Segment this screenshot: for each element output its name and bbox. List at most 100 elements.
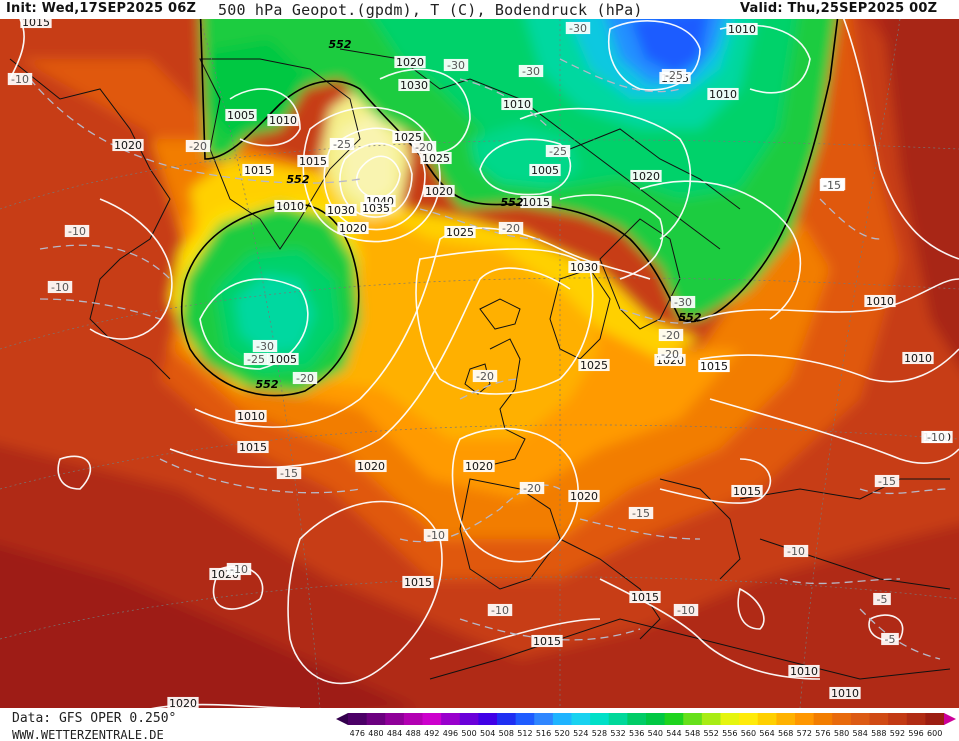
isobar-label: 1015: [698, 359, 730, 373]
colorbar-swatch: [534, 713, 554, 725]
svg-text:1010: 1010: [904, 352, 932, 365]
isotherm-label: -25: [329, 137, 355, 151]
isobar-label: 1015: [629, 590, 661, 604]
data-source: Data: GFS OPER 0.250°: [12, 711, 177, 726]
colorbar-tick-label: 568: [778, 729, 794, 738]
svg-text:1010: 1010: [269, 114, 297, 127]
svg-text:1015: 1015: [299, 155, 327, 168]
colorbar-swatch: [385, 713, 405, 725]
colorbar-swatch: [664, 713, 684, 725]
svg-text:1030: 1030: [400, 79, 428, 92]
isotherm-label: -30: [443, 58, 469, 72]
svg-text:-10: -10: [427, 529, 445, 542]
isotherm-label: -10: [226, 562, 252, 576]
pressure-label-layer: 1015101010051010102010151020103010251025…: [20, 19, 953, 708]
isobar-label: 1015: [20, 19, 52, 29]
svg-text:-20: -20: [296, 372, 314, 385]
colorbar-swatch: [888, 713, 908, 725]
colorbar-swatch: [720, 713, 740, 725]
isobar-label: 1005: [225, 108, 257, 122]
svg-text:1015: 1015: [631, 591, 659, 604]
isotherm-label: -10: [7, 72, 33, 86]
colorbar-arrow-left: [336, 713, 348, 725]
temperature-label-layer: -10-20 -25-30-25-30 -30 -25-20-10-10-30-25-…: [7, 21, 949, 646]
isobar-label: 1015: [242, 163, 274, 177]
svg-text:1030: 1030: [570, 261, 598, 274]
isobar-label: 1030: [398, 78, 430, 92]
svg-text:-25: -25: [549, 145, 567, 158]
isobar-label: 1020: [337, 221, 369, 235]
isotherm-label: -20: [411, 140, 437, 154]
svg-text:1015: 1015: [244, 164, 272, 177]
isobar-label: 1020: [167, 696, 199, 708]
isobar-label: 1015: [237, 440, 269, 454]
colorbar-arrow-right: [944, 713, 956, 725]
colorbar-tick-label: 532: [610, 729, 626, 738]
colorbar-tick-label: 524: [573, 729, 589, 738]
colorbar-swatch: [571, 713, 591, 725]
isotherm-label: -10: [64, 224, 90, 238]
svg-text:1020: 1020: [396, 56, 424, 69]
isobar-label: 1005: [529, 163, 561, 177]
geopotential-shading: [0, 19, 959, 708]
colorbar-tick-label: 528: [591, 729, 608, 738]
isobar-label: 1025: [578, 358, 610, 372]
colorbar-tick-label: 508: [498, 729, 514, 738]
svg-text:552: 552: [329, 38, 352, 51]
colorbar-swatch: [403, 713, 423, 725]
svg-text:1015: 1015: [733, 485, 761, 498]
svg-text:-20: -20: [502, 222, 520, 235]
svg-text:-10: -10: [787, 545, 805, 558]
colorbar-swatch: [366, 713, 386, 725]
svg-text:-30: -30: [569, 22, 587, 35]
colorbar-labels: 476 480 484 488 492 496 500 504 508 512 516 520 524 5…: [336, 729, 956, 741]
svg-text:-5: -5: [885, 633, 896, 646]
colorbar-tick-label: 580: [833, 729, 850, 738]
website-link[interactable]: WWW.WETTERZENTRALE.DE: [12, 728, 164, 741]
geopotential-label: 552: [256, 378, 279, 391]
svg-text:-15: -15: [878, 475, 896, 488]
colorbar-tick-label: 480: [368, 729, 384, 738]
colorbar-tick-label: 492: [424, 729, 440, 738]
svg-text:1010: 1010: [276, 200, 304, 213]
svg-text:1025: 1025: [422, 152, 450, 165]
svg-text:1025: 1025: [394, 131, 422, 144]
geopotential-label: 552: [501, 196, 524, 209]
colorbar-swatch: [925, 713, 945, 725]
isobar-label: 1010: [707, 87, 739, 101]
isobar-label: 1010: [235, 409, 267, 423]
svg-text:1030: 1030: [327, 204, 355, 217]
isotherm-label: -25: [545, 144, 571, 158]
colorbar: [336, 713, 956, 725]
colorbar-swatch: [348, 713, 368, 725]
svg-text:552: 552: [501, 196, 524, 209]
svg-text:1010: 1010: [831, 687, 859, 700]
isotherm-label: -30: [565, 21, 591, 35]
svg-text:-15: -15: [632, 507, 650, 520]
geopotential-label: 552: [329, 38, 352, 51]
colorbar-swatch: [422, 713, 442, 725]
geopotential-label-layer: 552 552 552 552 552: [256, 38, 702, 391]
colorbar-swatch: [795, 713, 815, 725]
svg-text:552: 552: [287, 173, 310, 186]
svg-text:1010: 1010: [728, 23, 756, 36]
isotherm-label: -10: [923, 430, 949, 444]
svg-text:-10: -10: [677, 604, 695, 617]
isobar-label: 1015: [520, 195, 552, 209]
isobar-label: 1010: [726, 22, 758, 36]
svg-text:-10: -10: [927, 431, 945, 444]
colorbar-swatch: [646, 713, 666, 725]
svg-text:-10: -10: [68, 225, 86, 238]
isobar-label: 1020: [568, 489, 600, 503]
isotherm-label: -10: [783, 544, 809, 558]
svg-text:1025: 1025: [580, 359, 608, 372]
isotherm-label: -10: [487, 603, 513, 617]
svg-text:-20: -20: [415, 141, 433, 154]
colorbar-tick-label: 600: [927, 729, 943, 738]
isobar-label: 1015: [531, 634, 563, 648]
svg-text:-10: -10: [230, 563, 248, 576]
svg-text:1005: 1005: [269, 353, 297, 366]
svg-text:1020: 1020: [339, 222, 367, 235]
svg-text:1020: 1020: [425, 185, 453, 198]
svg-text:-30: -30: [522, 65, 540, 78]
